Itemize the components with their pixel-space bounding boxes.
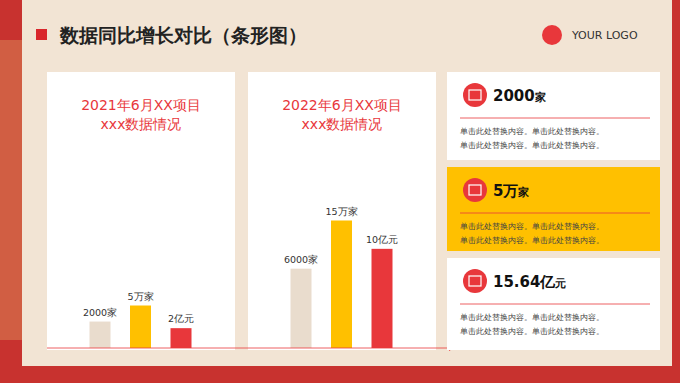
slide: 数据同比增长对比（条形图） YOUR LOGO 2021年6月XX项目 xxx数据情况… [0,0,680,383]
card-rule [460,118,650,119]
card-icon-glyph [469,90,481,100]
card-icon-glyph [469,185,481,195]
chart-panel [248,72,436,350]
card [447,258,660,350]
axis-line [47,348,248,349]
card-rule [460,213,650,214]
card-unit: 家 [517,186,529,199]
card-number: 5万家 [493,182,529,200]
card-text: 单击此处替换内容。单击此处替换内容。 [460,141,604,150]
card-text: 单击此处替换内容。单击此处替换内容。 [460,127,604,136]
card [447,167,660,251]
bar [291,269,312,348]
card-rule [460,304,650,305]
card-icon [463,178,487,202]
card [447,72,660,160]
data-label: 2亿元 [168,313,194,324]
card-unit: 元 [554,277,566,290]
bar [331,221,352,349]
card-icon-glyph [469,276,481,286]
logo: YOUR LOGO [571,29,638,42]
card-unit: 家 [534,91,546,104]
card-value: 5万 [493,182,518,200]
data-label: 10亿元 [366,234,398,245]
chart-title-line: 2021年6月XX项目 [81,97,201,113]
outer-bg [0,0,680,383]
logo-mark [542,25,562,45]
axis-line [248,348,454,349]
card-number: 2000家 [493,87,546,105]
bar [372,249,393,348]
card-text: 单击此处替换内容。单击此处替换内容。 [460,313,604,322]
data-label: 5万家 [127,291,153,302]
inner-bg [22,0,672,366]
chart-panel [47,72,235,350]
title: 数据同比增长对比（条形图） [59,24,307,46]
bar [130,306,151,349]
bar [171,328,192,348]
chart-title: 2021年6月XX项目 xxx数据情况 [81,97,201,132]
data-label: 6000家 [284,254,318,265]
chart-title: 2022年6月XX项目 xxx数据情况 [282,97,402,132]
card-icon [463,83,487,107]
title-icon [36,29,47,40]
chart-title-line: xxx数据情况 [302,116,383,132]
card-text: 单击此处替换内容。单击此处替换内容。 [460,236,604,245]
chart-title-line: xxx数据情况 [101,116,182,132]
decor [0,40,24,340]
card-text: 单击此处替换内容。单击此处替换内容。 [460,327,604,336]
card-number: 15.64亿元 [493,273,566,291]
data-label: 2000家 [83,307,117,318]
bar [90,322,111,348]
chart-title-line: 2022年6月XX项目 [282,97,402,113]
card-value: 15.64亿 [493,273,556,291]
card-text: 单击此处替换内容。单击此处替换内容。 [460,222,604,231]
card-value: 2000 [493,87,535,105]
card-icon [463,269,487,293]
data-label: 15万家 [325,206,357,217]
